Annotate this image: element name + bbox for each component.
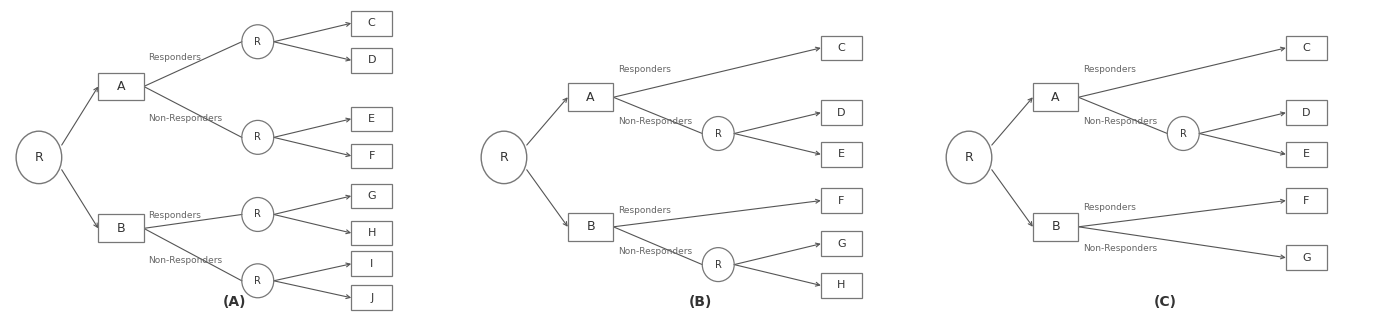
- FancyBboxPatch shape: [1285, 36, 1327, 60]
- Text: B: B: [587, 220, 595, 233]
- Text: E: E: [837, 149, 844, 159]
- Text: D: D: [837, 108, 846, 118]
- FancyBboxPatch shape: [1285, 188, 1327, 213]
- FancyBboxPatch shape: [820, 100, 862, 125]
- Text: I: I: [370, 259, 374, 269]
- FancyBboxPatch shape: [351, 221, 392, 245]
- FancyBboxPatch shape: [98, 73, 144, 100]
- Text: H: H: [837, 280, 846, 290]
- FancyBboxPatch shape: [351, 107, 392, 131]
- Text: R: R: [255, 276, 262, 286]
- Text: Responders: Responders: [1084, 65, 1135, 74]
- Text: R: R: [1180, 128, 1187, 139]
- FancyBboxPatch shape: [351, 11, 392, 36]
- Text: B: B: [1051, 220, 1060, 233]
- Text: Non-Responders: Non-Responders: [148, 256, 223, 265]
- Text: G: G: [367, 191, 377, 201]
- Text: A: A: [116, 80, 125, 93]
- Text: Responders: Responders: [148, 211, 202, 220]
- FancyBboxPatch shape: [98, 214, 144, 242]
- Text: R: R: [965, 151, 973, 164]
- Text: (A): (A): [223, 294, 246, 308]
- Text: R: R: [255, 210, 262, 219]
- Text: E: E: [368, 114, 375, 124]
- Text: R: R: [715, 259, 721, 270]
- Text: Non-Responders: Non-Responders: [617, 247, 692, 256]
- FancyBboxPatch shape: [351, 143, 392, 168]
- FancyBboxPatch shape: [820, 188, 862, 213]
- FancyBboxPatch shape: [568, 213, 613, 241]
- FancyBboxPatch shape: [1285, 100, 1327, 125]
- Text: Non-Responders: Non-Responders: [1084, 117, 1156, 126]
- Text: G: G: [837, 239, 846, 249]
- Text: Non-Responders: Non-Responders: [1084, 244, 1156, 253]
- Text: A: A: [1051, 91, 1060, 104]
- Text: F: F: [1303, 196, 1309, 206]
- Text: F: F: [839, 196, 844, 206]
- FancyBboxPatch shape: [1033, 213, 1078, 241]
- Text: Responders: Responders: [1084, 203, 1135, 212]
- Text: C: C: [368, 18, 375, 28]
- Text: (B): (B): [689, 294, 711, 308]
- Text: C: C: [837, 43, 846, 53]
- Text: C: C: [1302, 43, 1310, 53]
- Text: J: J: [370, 293, 374, 303]
- Text: A: A: [587, 91, 595, 104]
- FancyBboxPatch shape: [820, 232, 862, 256]
- Text: B: B: [116, 222, 125, 235]
- FancyBboxPatch shape: [568, 83, 613, 111]
- Text: R: R: [500, 151, 508, 164]
- Text: D: D: [367, 55, 377, 65]
- Text: Responders: Responders: [148, 53, 202, 62]
- FancyBboxPatch shape: [820, 36, 862, 60]
- Text: E: E: [1303, 149, 1310, 159]
- FancyBboxPatch shape: [1033, 83, 1078, 111]
- Text: H: H: [368, 228, 377, 238]
- Text: R: R: [715, 128, 721, 139]
- Text: R: R: [255, 37, 262, 47]
- Text: Non-Responders: Non-Responders: [148, 114, 223, 122]
- Text: G: G: [1302, 253, 1310, 263]
- FancyBboxPatch shape: [1285, 142, 1327, 167]
- Text: Non-Responders: Non-Responders: [617, 117, 692, 126]
- FancyBboxPatch shape: [351, 252, 392, 276]
- FancyBboxPatch shape: [1285, 245, 1327, 270]
- Text: R: R: [255, 132, 262, 142]
- Text: D: D: [1302, 108, 1310, 118]
- Text: R: R: [35, 151, 43, 164]
- FancyBboxPatch shape: [820, 273, 862, 298]
- FancyBboxPatch shape: [820, 142, 862, 167]
- Text: F: F: [368, 151, 375, 161]
- FancyBboxPatch shape: [351, 48, 392, 73]
- Text: Responders: Responders: [617, 65, 671, 74]
- FancyBboxPatch shape: [351, 183, 392, 208]
- Text: Responders: Responders: [617, 206, 671, 215]
- Text: (C): (C): [1154, 294, 1176, 308]
- FancyBboxPatch shape: [351, 286, 392, 310]
